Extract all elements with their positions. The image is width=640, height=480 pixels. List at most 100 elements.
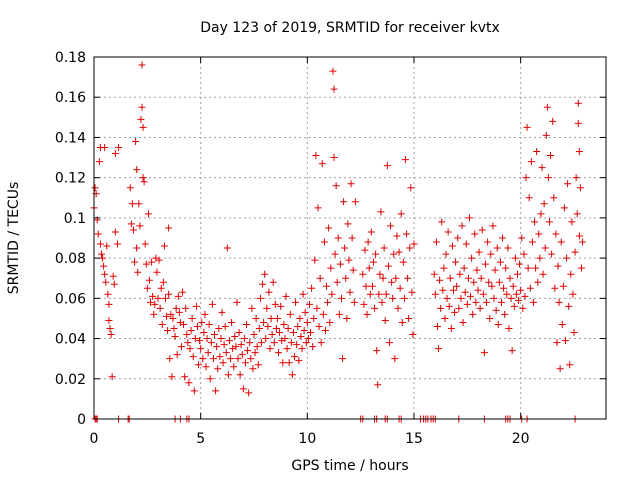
data-point [443,294,451,302]
data-point [187,327,195,335]
data-point [150,310,158,318]
data-point [310,314,318,322]
data-point [307,329,315,337]
data-point [451,308,459,316]
data-point [313,304,321,312]
data-point [320,238,328,246]
plot-frame [93,56,607,420]
data-point [91,184,99,192]
data-point [106,325,114,332]
data-point [232,343,240,351]
data-point [275,349,283,357]
data-point [171,333,179,341]
data-point [316,274,324,282]
data-point [345,256,353,264]
data-point [282,292,290,300]
data-point [227,355,235,363]
data-point [325,224,333,232]
data-point [521,292,529,300]
data-point [115,144,123,151]
data-point [377,208,385,216]
data-point [216,353,224,361]
data-point [481,260,489,268]
data-point [465,214,473,222]
data-point [315,322,323,330]
data-point [378,298,386,306]
data-point [289,329,297,337]
data-point [287,339,295,347]
data-point [113,240,121,248]
data-point [458,222,466,230]
data-point [510,302,518,310]
data-point [361,246,369,254]
data-point [183,331,191,339]
data-point [215,325,223,332]
data-point [531,218,539,226]
data-point [435,345,443,353]
data-point [336,260,344,268]
data-point [267,314,275,322]
data-point [488,282,496,290]
data-point [147,298,155,306]
data-point [382,290,390,298]
data-point [532,264,540,272]
data-point [168,373,176,381]
data-point [464,274,472,282]
data-point [291,353,299,361]
data-point [175,308,183,316]
data-point [400,294,408,302]
data-point [330,154,338,162]
data-point [111,228,119,236]
data-point [552,230,560,238]
data-point [550,194,558,202]
data-point [483,298,491,306]
data-point [223,244,231,252]
data-point [295,357,303,365]
data-point [179,288,187,296]
data-point [454,234,462,242]
data-point [228,318,236,326]
data-point [438,218,446,226]
data-point [559,282,567,290]
y-tick-label: 0.18 [55,50,86,66]
y-tick-label: 0.14 [55,130,86,146]
data-point [246,339,254,347]
data-point [248,304,256,312]
data-point [160,242,168,250]
data-point [255,325,263,332]
data-point [397,210,405,218]
data-point [101,270,109,278]
data-point [558,320,566,328]
data-point [553,339,561,347]
data-point [298,345,306,353]
data-point [403,230,411,238]
y-tick-label: 0.04 [55,332,86,348]
data-point [184,339,192,347]
data-point [240,335,248,343]
data-point [330,85,338,93]
axis-ticks: 0 0.02 0.04 0.06 0.08 0.1 0.12 0.14 0.16 0.18 0 5 10… [55,50,606,447]
data-point [219,359,227,367]
data-point [264,322,272,330]
data-point [374,381,382,389]
data-point [218,308,226,316]
data-point [492,306,500,314]
data-point [440,264,448,272]
data-point [101,144,109,151]
data-point [243,320,251,328]
data-point [207,339,215,347]
data-point [475,248,483,256]
data-point [468,254,476,262]
data-point [262,335,270,343]
data-point [235,329,243,337]
data-point [249,365,257,373]
data-point [570,329,578,337]
data-point [149,292,157,300]
data-point [340,198,348,206]
data-point [129,226,137,234]
data-point [404,274,412,282]
data-point [375,290,383,298]
data-point [511,254,519,262]
data-point [314,204,322,212]
data-point [486,314,494,322]
